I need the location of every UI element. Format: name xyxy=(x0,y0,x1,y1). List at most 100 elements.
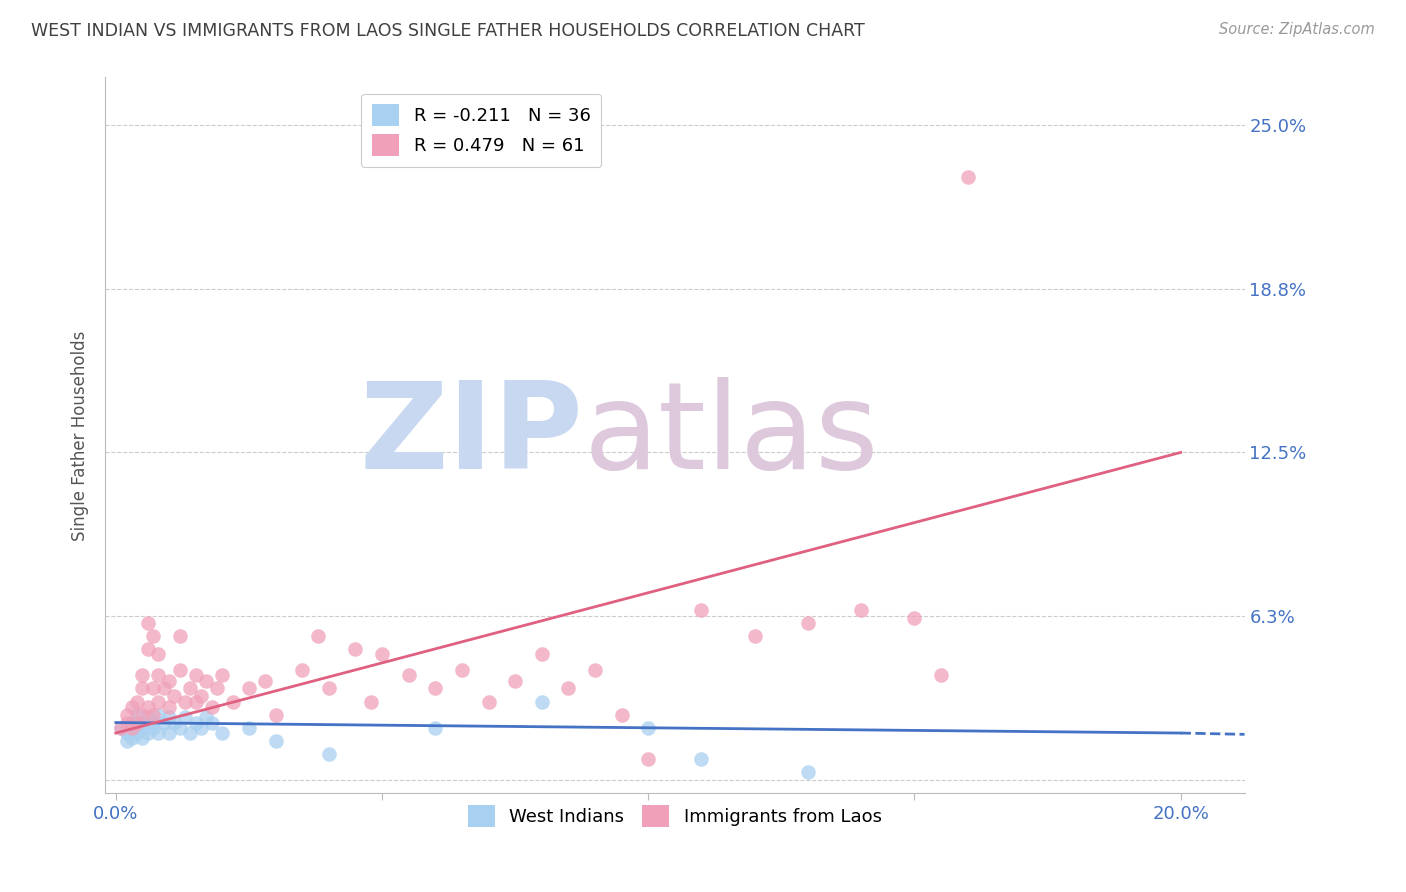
Point xyxy=(169,721,191,735)
Point xyxy=(211,726,233,740)
Point xyxy=(148,707,170,722)
Point xyxy=(136,615,159,630)
Point xyxy=(201,699,224,714)
Point xyxy=(903,610,925,624)
Point xyxy=(184,695,207,709)
Point xyxy=(142,629,165,643)
Point xyxy=(148,648,170,662)
Point xyxy=(195,710,218,724)
Point xyxy=(264,734,287,748)
Point xyxy=(174,710,197,724)
Point xyxy=(131,668,153,682)
Point xyxy=(127,695,149,709)
Point xyxy=(169,663,191,677)
Point xyxy=(152,681,174,696)
Point xyxy=(142,707,165,722)
Point xyxy=(148,695,170,709)
Point xyxy=(110,721,132,735)
Point xyxy=(637,752,659,766)
Point xyxy=(190,690,212,704)
Point xyxy=(157,710,180,724)
Point xyxy=(110,721,132,735)
Point xyxy=(851,603,873,617)
Point xyxy=(956,170,979,185)
Point xyxy=(451,663,474,677)
Point xyxy=(318,681,340,696)
Point xyxy=(797,765,820,780)
Point xyxy=(136,642,159,657)
Point xyxy=(121,699,143,714)
Text: ZIP: ZIP xyxy=(360,377,583,494)
Point xyxy=(610,707,633,722)
Point xyxy=(530,648,553,662)
Point xyxy=(157,673,180,688)
Point xyxy=(174,695,197,709)
Point xyxy=(115,726,138,740)
Point xyxy=(371,648,394,662)
Point xyxy=(115,734,138,748)
Point xyxy=(477,695,499,709)
Point xyxy=(201,715,224,730)
Point xyxy=(179,681,201,696)
Point xyxy=(127,707,149,722)
Point xyxy=(131,731,153,746)
Text: atlas: atlas xyxy=(583,377,879,494)
Point xyxy=(142,721,165,735)
Point xyxy=(690,752,713,766)
Point xyxy=(264,707,287,722)
Point xyxy=(115,707,138,722)
Point xyxy=(184,668,207,682)
Point xyxy=(131,721,153,735)
Point xyxy=(163,715,186,730)
Legend: West Indians, Immigrants from Laos: West Indians, Immigrants from Laos xyxy=(461,798,889,834)
Point xyxy=(222,695,245,709)
Y-axis label: Single Father Households: Single Father Households xyxy=(72,330,89,541)
Point xyxy=(425,681,447,696)
Point xyxy=(253,673,276,688)
Point xyxy=(142,715,165,730)
Point xyxy=(121,721,143,735)
Point xyxy=(115,715,138,730)
Point xyxy=(929,668,952,682)
Point xyxy=(131,715,153,730)
Point xyxy=(557,681,579,696)
Point xyxy=(121,715,143,730)
Point xyxy=(142,681,165,696)
Point xyxy=(157,726,180,740)
Text: WEST INDIAN VS IMMIGRANTS FROM LAOS SINGLE FATHER HOUSEHOLDS CORRELATION CHART: WEST INDIAN VS IMMIGRANTS FROM LAOS SING… xyxy=(31,22,865,40)
Point xyxy=(318,747,340,761)
Point xyxy=(238,721,260,735)
Point xyxy=(127,726,149,740)
Point xyxy=(744,629,766,643)
Point xyxy=(169,629,191,643)
Point xyxy=(163,690,186,704)
Point xyxy=(127,715,149,730)
Point xyxy=(797,615,820,630)
Point xyxy=(136,710,159,724)
Point xyxy=(195,673,218,688)
Point xyxy=(136,699,159,714)
Point xyxy=(190,721,212,735)
Text: Source: ZipAtlas.com: Source: ZipAtlas.com xyxy=(1219,22,1375,37)
Point xyxy=(205,681,228,696)
Point xyxy=(530,695,553,709)
Point xyxy=(360,695,382,709)
Point xyxy=(583,663,606,677)
Point xyxy=(238,681,260,696)
Point xyxy=(291,663,314,677)
Point xyxy=(131,681,153,696)
Point xyxy=(148,726,170,740)
Point xyxy=(307,629,329,643)
Point xyxy=(136,726,159,740)
Point xyxy=(184,715,207,730)
Point xyxy=(148,668,170,682)
Point xyxy=(211,668,233,682)
Point xyxy=(121,731,143,746)
Point xyxy=(690,603,713,617)
Point xyxy=(157,699,180,714)
Point xyxy=(425,721,447,735)
Point xyxy=(131,707,153,722)
Point xyxy=(637,721,659,735)
Point xyxy=(179,726,201,740)
Point xyxy=(398,668,420,682)
